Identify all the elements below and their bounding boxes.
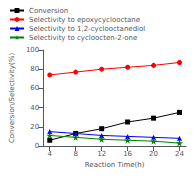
svg-text:20: 20 — [30, 123, 39, 131]
svg-text:40: 40 — [30, 104, 39, 112]
svg-text:Selectivity to epoxycyclooctan: Selectivity to epoxycyclooctane — [29, 16, 140, 24]
svg-text:20: 20 — [149, 150, 158, 158]
svg-text:Selectivity to 1,2-cyclooctane: Selectivity to 1,2-cyclooctanediol — [29, 25, 145, 33]
svg-text:12: 12 — [97, 150, 106, 158]
svg-text:Selectivity to cycloocten-2-on: Selectivity to cycloocten-2-one — [29, 34, 137, 42]
svg-text:100: 100 — [26, 46, 39, 54]
svg-text:4: 4 — [48, 150, 53, 158]
svg-text:0: 0 — [35, 142, 39, 150]
svg-text:16: 16 — [123, 150, 132, 158]
svg-text:24: 24 — [175, 150, 184, 158]
svg-text:60: 60 — [30, 84, 39, 92]
svg-text:80: 80 — [30, 65, 39, 73]
svg-text:Conversion: Conversion — [29, 7, 68, 15]
svg-text:Conversion/Selectivity(%): Conversion/Selectivity(%) — [8, 53, 16, 144]
svg-text:Reaction Time(h): Reaction Time(h) — [85, 161, 145, 169]
svg-text:8: 8 — [73, 150, 77, 158]
